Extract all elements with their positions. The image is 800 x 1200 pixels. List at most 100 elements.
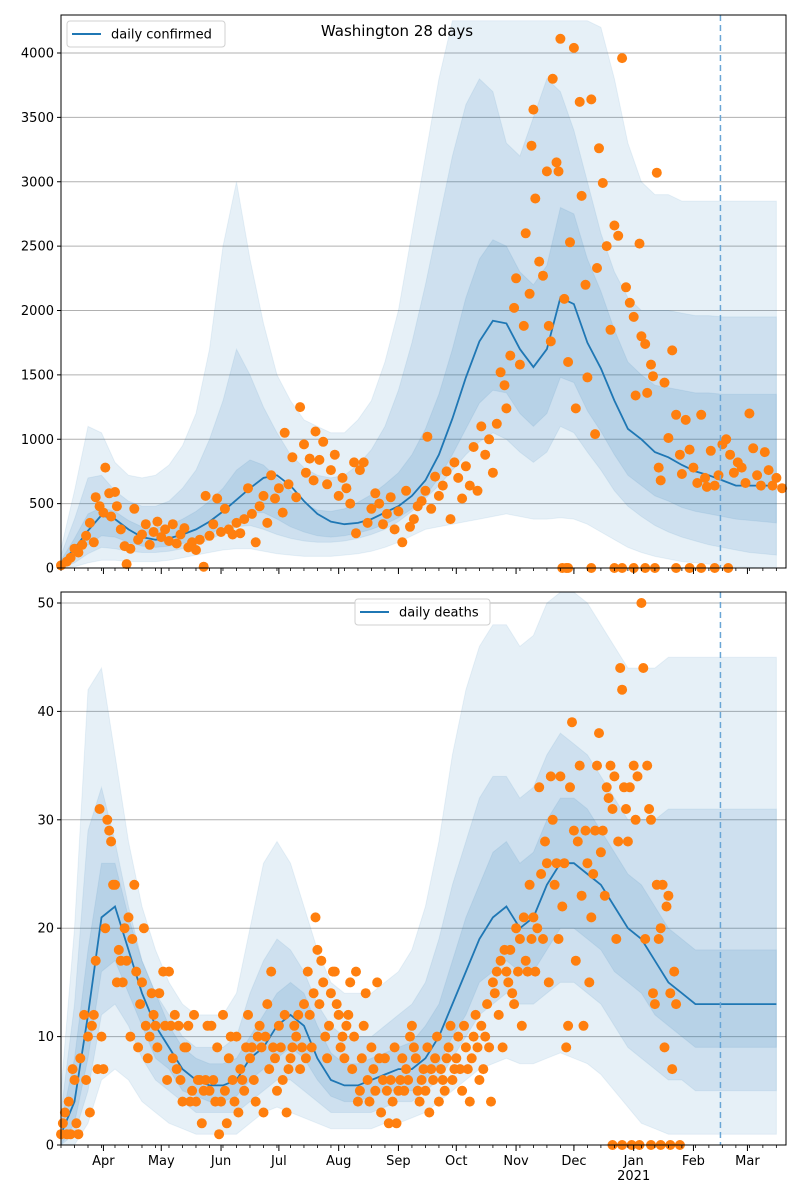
observed-point [657, 879, 668, 890]
observed-point [262, 999, 273, 1010]
observed-point [324, 1020, 334, 1031]
observed-point [354, 1085, 365, 1096]
observed-point [142, 1053, 153, 1064]
observed-point [424, 1107, 435, 1118]
observed-point [580, 825, 591, 836]
observed-point [532, 923, 543, 934]
plot-area-deaths [61, 592, 786, 1145]
observed-point [279, 427, 290, 438]
observed-point [295, 1064, 306, 1075]
observed-point [69, 1075, 80, 1085]
observed-point [366, 503, 377, 514]
observed-point [613, 836, 624, 847]
observed-point [486, 1096, 496, 1107]
observed-point [669, 966, 680, 977]
observed-point [489, 988, 500, 999]
observed-point [603, 793, 614, 804]
y-tick-label: 3000 [21, 175, 54, 190]
panel-daily-confirmed: 0 500 1000 1500 2000 2500 3000 3500 4000 Washing… [21, 14, 788, 577]
observed-point [281, 1107, 292, 1118]
observed-point [173, 1020, 184, 1031]
observed-point [297, 1042, 307, 1053]
observed-point [501, 966, 512, 977]
observed-point [655, 923, 666, 934]
observed-point [227, 529, 238, 540]
observed-point [67, 1064, 78, 1075]
observed-point [345, 977, 356, 988]
observed-point [260, 1031, 271, 1042]
observed-point [567, 717, 577, 728]
observed-point [169, 1009, 180, 1020]
observed-point [457, 1085, 468, 1096]
observed-point [164, 536, 174, 546]
observed-point [725, 449, 736, 460]
observed-point [524, 879, 535, 890]
legend-deaths: daily deaths [354, 598, 491, 626]
observed-point [671, 409, 682, 420]
observed-point [435, 1064, 446, 1075]
observed-point [115, 524, 126, 535]
observed-point [279, 1009, 290, 1020]
observed-point [287, 1042, 298, 1053]
observed-point [397, 1053, 408, 1064]
y-axis-ticks-deaths: 0 10 20 30 40 50 [37, 597, 61, 1154]
observed-point [341, 483, 352, 494]
observed-point [187, 1085, 198, 1096]
observed-point [430, 471, 441, 482]
observed-point [601, 241, 612, 252]
observed-point [273, 483, 284, 494]
observed-point [204, 1085, 215, 1096]
observed-point [218, 1009, 228, 1020]
y-tick-label: 500 [29, 497, 54, 512]
observed-point [522, 966, 533, 977]
observed-point [219, 1085, 230, 1096]
observed-point [65, 552, 76, 563]
observed-point [79, 1009, 90, 1020]
observed-point [592, 263, 602, 273]
legend-box [66, 20, 226, 48]
y-tick-label: 20 [37, 922, 54, 937]
observed-point [254, 501, 265, 512]
observed-point [570, 403, 581, 414]
observed-point [196, 1118, 207, 1129]
observed-point [397, 537, 408, 548]
y-tick-label: 3500 [21, 111, 54, 126]
observed-point [491, 966, 502, 977]
observed-point [88, 1009, 99, 1020]
observed-point [426, 1064, 437, 1075]
observed-point [449, 457, 460, 468]
observed-point [304, 453, 315, 464]
y-tick-label: 1500 [21, 368, 54, 383]
observed-point [676, 469, 687, 479]
observed-point [590, 825, 601, 836]
observed-point [648, 988, 658, 999]
x-tick-label: Jul [270, 1154, 287, 1169]
observed-point [133, 1042, 144, 1053]
observed-point [416, 496, 427, 507]
observed-point [306, 1042, 317, 1053]
observed-point [509, 302, 520, 313]
observed-point [379, 1053, 390, 1064]
observed-point [322, 479, 333, 490]
observed-point [574, 760, 585, 771]
observed-point [204, 530, 215, 541]
observed-point [487, 977, 498, 988]
observed-point [304, 1009, 315, 1020]
observed-point [299, 439, 309, 450]
observed-point [285, 1053, 296, 1064]
observed-point [748, 443, 759, 454]
observed-point [663, 433, 674, 443]
observed-point [351, 966, 361, 977]
observed-point [243, 1009, 253, 1020]
observed-point [551, 157, 562, 168]
observed-point [219, 503, 230, 514]
observed-point [451, 1053, 462, 1064]
observed-point [239, 514, 250, 525]
observed-point [198, 561, 209, 572]
x-tick-label: May [148, 1154, 175, 1169]
observed-point [594, 143, 604, 154]
observed-point [565, 237, 575, 248]
observed-point [403, 1075, 414, 1085]
observed-point [252, 1031, 263, 1042]
